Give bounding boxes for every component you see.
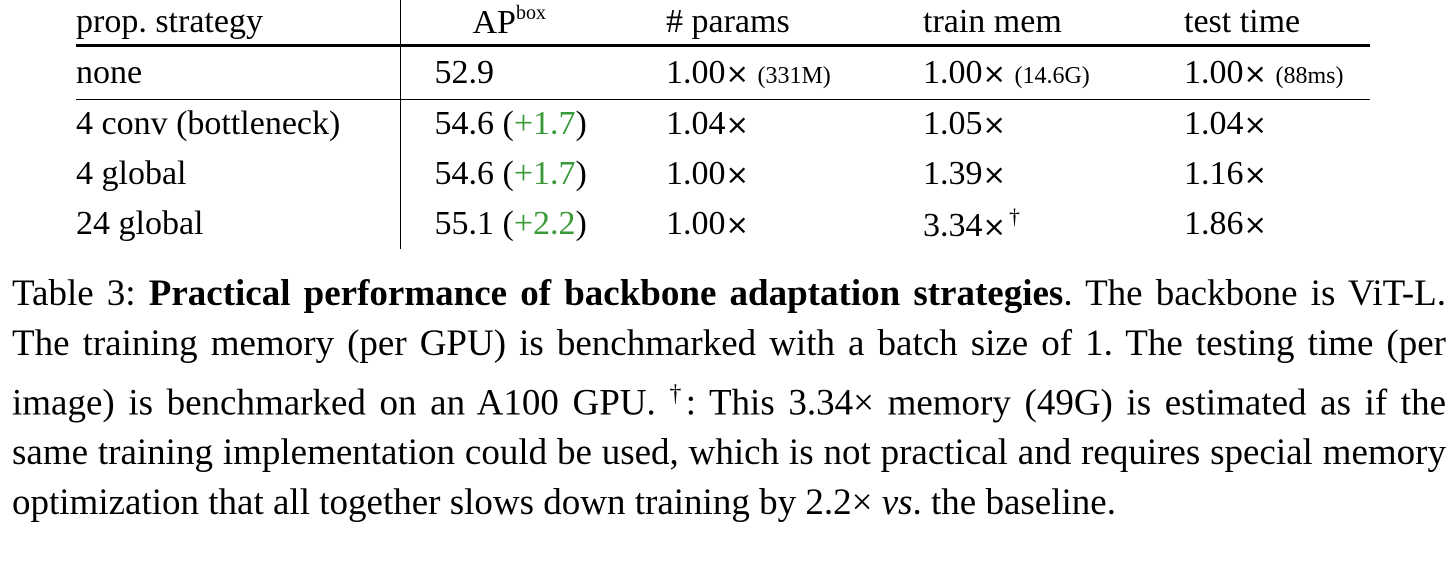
times-symbol: × <box>1243 158 1267 191</box>
test-time-value: 1.86 <box>1184 205 1244 242</box>
times-symbol: × <box>725 208 749 241</box>
times-symbol: × <box>1243 108 1267 142</box>
test-time-value: 1.16 <box>1184 155 1244 192</box>
times-symbol: × <box>725 158 749 191</box>
times-symbol: × <box>982 158 1006 191</box>
header-train-mem: train mem <box>923 0 1184 47</box>
caption-note: : This 3.34× memory (49G) is estimated a… <box>12 382 1447 524</box>
cell-params: 1.04× <box>666 99 923 149</box>
ap-value: 55.1 <box>434 205 495 242</box>
cell-train-mem: 3.34× † <box>923 199 1184 249</box>
test-time-value: 1.04 <box>1184 105 1244 143</box>
caption-vs: vs <box>881 482 913 524</box>
results-table: prop. strategy APbox # params train mem … <box>76 0 1370 249</box>
times-symbol: × <box>982 108 1006 142</box>
header-ap-superscript: box <box>515 2 546 25</box>
cell-ap: 54.6 (+1.7) <box>434 155 587 192</box>
times-symbol: × <box>982 56 1006 90</box>
cell-train-mem: 1.00× (14.6G) <box>923 45 1184 100</box>
ap-delta: +2.2 <box>513 205 576 242</box>
times-symbol: × <box>1243 56 1267 90</box>
cell-ap: 55.1 (+2.2) <box>434 205 587 242</box>
times-symbol: × <box>725 56 749 90</box>
cell-train-mem: 1.39× <box>923 149 1184 199</box>
params-value: 1.00 <box>666 155 726 192</box>
table-row-4-conv-bottleneck: 4 conv (bottleneck) 54.6 (+1.7) 1.04× 1.… <box>76 99 1370 149</box>
ap-delta: +1.7 <box>513 155 576 192</box>
times-symbol: × <box>1243 208 1267 241</box>
cell-test-time: 1.04× <box>1184 99 1370 149</box>
cell-params: 1.00× <box>666 149 923 199</box>
table-caption: Table 3: Practical performance of backbo… <box>12 269 1446 528</box>
header-params: # params <box>666 0 923 47</box>
header-test-time: test time <box>1184 0 1370 47</box>
cell-strategy: 4 conv (bottleneck) <box>76 99 401 149</box>
cell-test-time: 1.00× (88ms) <box>1184 45 1370 100</box>
table-header-row: prop. strategy APbox # params train mem … <box>76 0 1370 47</box>
dagger-mark: † <box>1008 203 1020 229</box>
table-row-4-global: 4 global 54.6 (+1.7) 1.00× 1.39× 1.16× <box>76 149 1370 199</box>
caption-title: Practical performance of backbone adapta… <box>148 273 1064 314</box>
header-ap: APbox <box>400 0 666 47</box>
times-symbol: × <box>982 209 1006 243</box>
params-value: 1.00 <box>666 205 726 242</box>
params-value: 1.04 <box>666 105 726 143</box>
cell-strategy: none <box>76 45 401 100</box>
cell-strategy: 24 global <box>76 199 401 249</box>
cell-test-time: 1.16× <box>1184 149 1370 199</box>
ap-value: 54.6 <box>434 105 495 143</box>
cell-params: 1.00× <box>666 199 923 249</box>
cell-ap: 54.6 (+1.7) <box>434 105 587 143</box>
caption-dagger: † <box>669 381 686 407</box>
caption-label: Table 3: <box>12 273 149 314</box>
times-symbol: × <box>725 108 749 142</box>
caption-body: . The backbone is ViT-L. The training me… <box>12 273 1447 424</box>
train-mem-value: 3.34 <box>923 206 983 244</box>
cell-test-time: 1.86× <box>1184 199 1370 249</box>
cell-train-mem: 1.05× <box>923 99 1184 149</box>
table-row-24-global: 24 global 55.1 (+2.2) 1.00× 3.34× † 1.86× <box>76 199 1370 249</box>
header-strategy: prop. strategy <box>76 0 401 47</box>
train-mem-value: 1.00 <box>923 53 983 91</box>
params-note: (331M) <box>757 62 831 89</box>
header-ap-label: AP <box>472 4 516 42</box>
params-value: 1.00 <box>666 53 726 91</box>
table-row-none: none 52.9 1.00× (331M) 1.00× (14.6G) 1.0… <box>76 45 1370 100</box>
ap-delta: +1.7 <box>513 105 576 143</box>
train-mem-note: (14.6G) <box>1014 62 1090 89</box>
ap-value: 52.9 <box>434 53 495 91</box>
ap-value: 54.6 <box>434 155 495 192</box>
results-table-container: prop. strategy APbox # params train mem … <box>76 0 1370 249</box>
cell-strategy: 4 global <box>76 149 401 199</box>
test-time-note: (88ms) <box>1275 62 1344 89</box>
cell-params: 1.00× (331M) <box>666 45 923 100</box>
train-mem-value: 1.39 <box>923 155 983 192</box>
caption-end: . the baseline. <box>912 482 1116 524</box>
test-time-value: 1.00 <box>1184 53 1244 91</box>
train-mem-value: 1.05 <box>923 105 983 143</box>
cell-ap: 52.9 <box>400 45 666 100</box>
